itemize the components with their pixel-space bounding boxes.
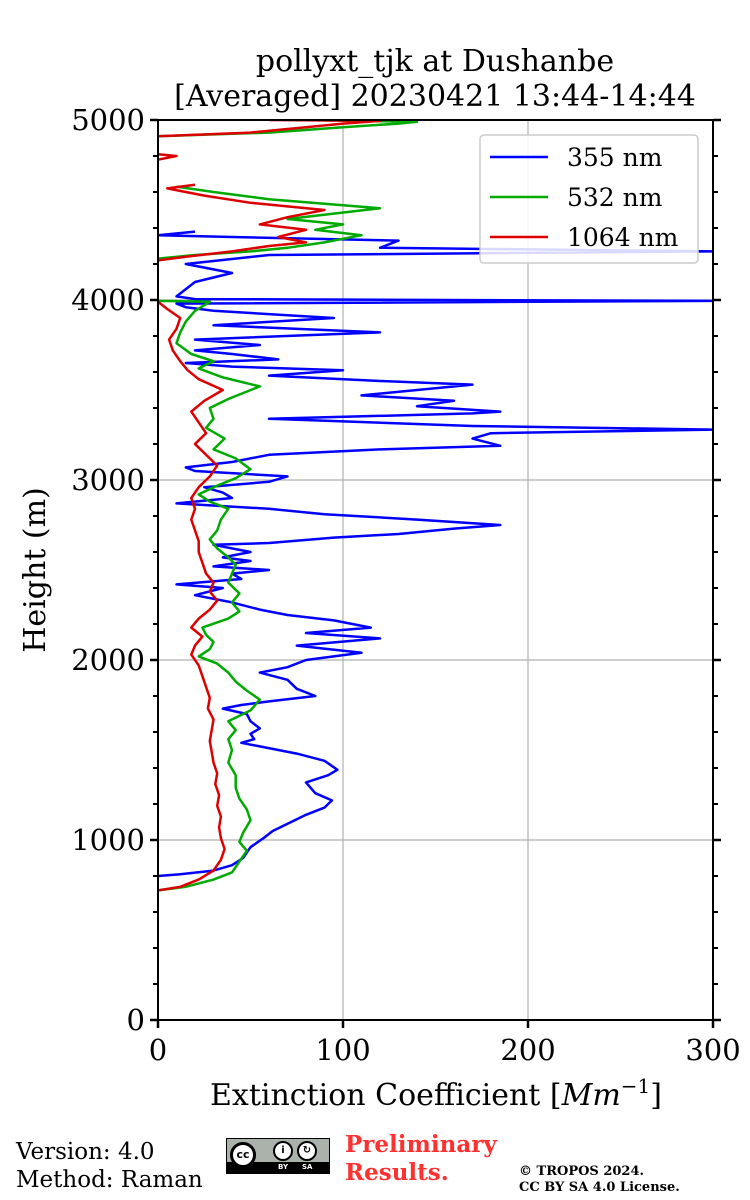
series-line-1064-nm <box>158 300 226 892</box>
series-line-355-nm <box>158 230 713 878</box>
by-label: BY <box>278 1163 289 1171</box>
legend-label: 355 nm <box>567 143 663 172</box>
series-line-532-nm <box>158 185 382 260</box>
preliminary-line2: Results. <box>345 1159 449 1186</box>
version-text: Version: 4.0 <box>16 1139 155 1165</box>
x-tick-label: 300 <box>685 1033 740 1067</box>
y-tick-label: 5000 <box>71 103 145 137</box>
cc-license-badge: cc i ↻ BY SA <box>226 1138 330 1174</box>
copyright: © TROPOS 2024. CC BY SA 4.0 License. <box>519 1164 680 1196</box>
attribution-icon: i <box>273 1141 293 1161</box>
footer-info: Version: 4.0 Method: Raman <box>16 1138 203 1194</box>
y-tick-label: 3000 <box>71 463 145 497</box>
extinction-chart: pollyxt_tjk at Dushanbe [Averaged] 20230… <box>18 44 741 1113</box>
x-tick-label: 0 <box>149 1033 167 1067</box>
legend: 355 nm 532 nm 1064 nm <box>479 134 699 264</box>
method-text: Method: Raman <box>16 1167 203 1193</box>
series-line-532-nm <box>158 299 262 892</box>
cc-icon: cc <box>230 1142 256 1168</box>
series-line-1064-nm <box>158 183 326 262</box>
series-line-1064-nm <box>158 152 178 161</box>
y-axis-label: Height (m) <box>18 487 53 652</box>
chart-title-line2: [Averaged] 20230421 13:44-14:44 <box>174 79 696 114</box>
chart-title-line1: pollyxt_tjk at Dushanbe <box>256 44 614 79</box>
y-tick-label: 1000 <box>71 823 145 857</box>
y-tick-label: 4000 <box>71 283 145 317</box>
legend-label: 532 nm <box>567 183 663 212</box>
x-tick-label: 100 <box>315 1033 370 1067</box>
preliminary-line1: Preliminary <box>345 1131 497 1158</box>
copyright-line2: CC BY SA 4.0 License. <box>519 1180 680 1195</box>
y-tick-label: 0 <box>127 1003 145 1037</box>
axis-ticks: 0 1000 2000 3000 4000 5000 0 100 200 300 <box>71 103 740 1067</box>
y-tick-label: 2000 <box>71 643 145 677</box>
legend-box <box>479 134 699 264</box>
sa-label: SA <box>302 1163 313 1171</box>
legend-label: 1064 nm <box>567 223 679 252</box>
x-axis-label: Extinction Coefficient [Mm−1] <box>210 1074 662 1113</box>
copyright-line1: © TROPOS 2024. <box>519 1164 645 1179</box>
plot-frame <box>157 119 714 1021</box>
preliminary-notice: Preliminary Results. <box>345 1131 497 1187</box>
share-alike-icon: ↻ <box>297 1141 317 1161</box>
x-tick-label: 200 <box>500 1033 555 1067</box>
badge-bar <box>227 1162 329 1173</box>
